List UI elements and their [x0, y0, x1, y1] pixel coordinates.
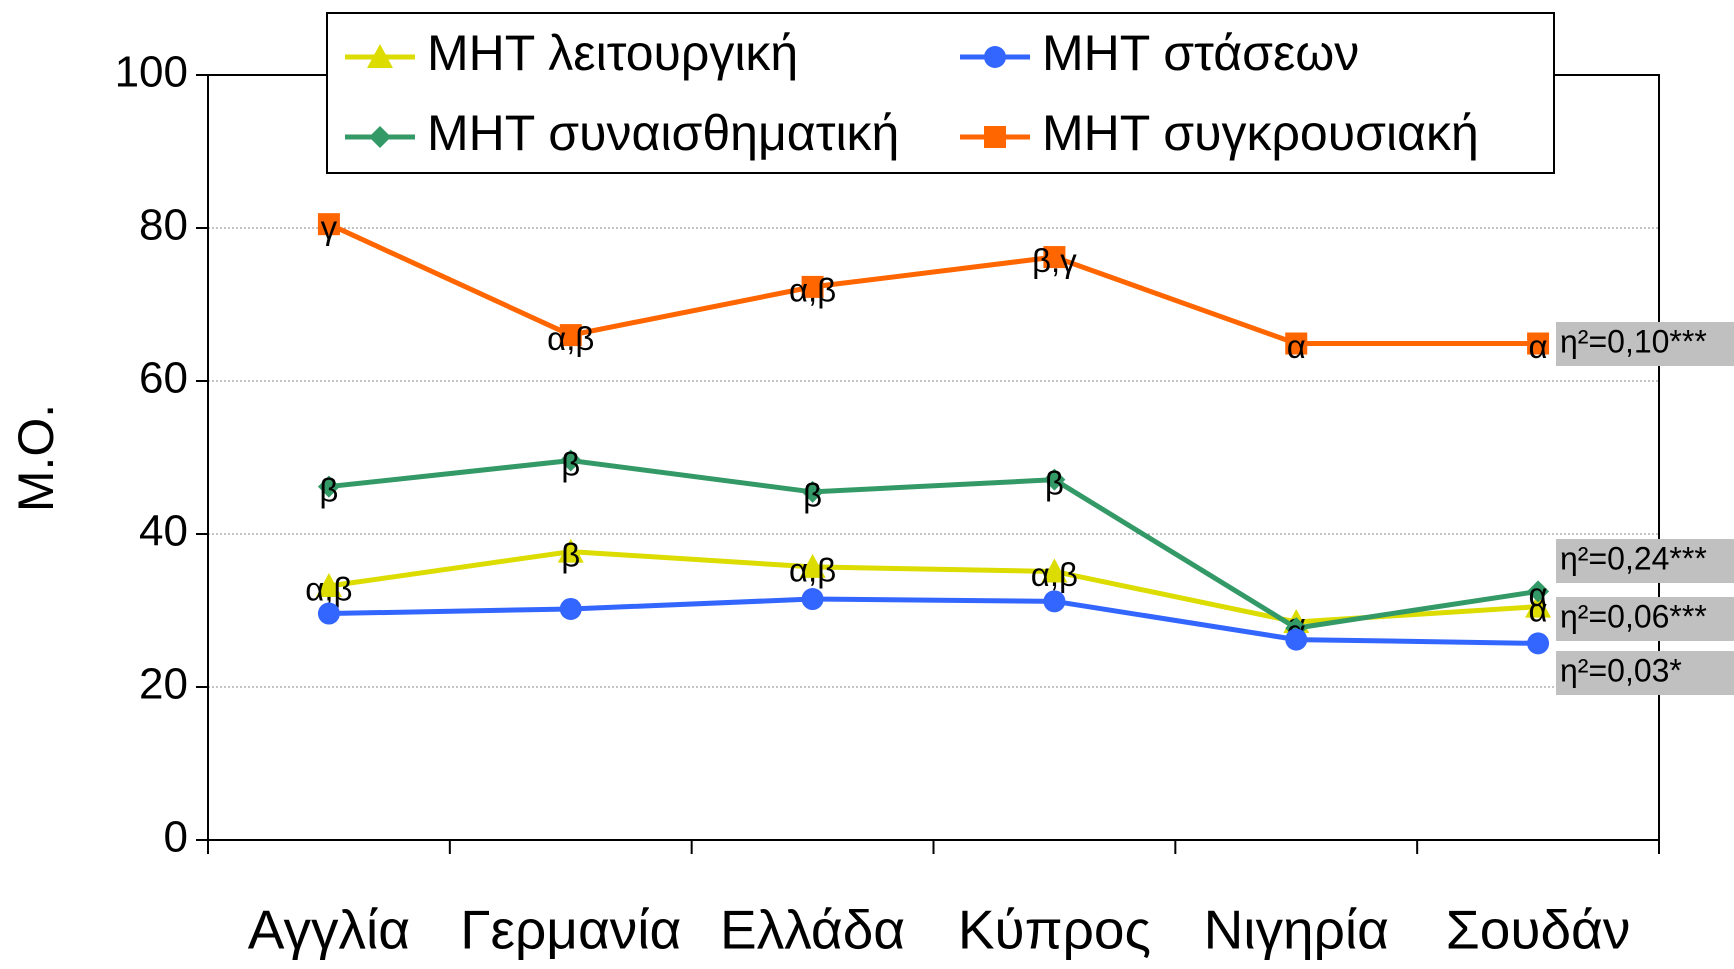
series-line	[327, 221, 1539, 347]
marker	[369, 126, 391, 148]
point-label: α,β	[1031, 556, 1078, 593]
x-tick-label: Νιγηρία	[1204, 899, 1389, 961]
point-label: β	[561, 445, 580, 482]
x-tick-label: Γερμανία	[460, 899, 681, 961]
marker	[1041, 558, 1068, 583]
y-tick-label: 80	[139, 201, 188, 250]
y-tick-label: 20	[139, 660, 188, 709]
plot-frame	[207, 74, 1660, 841]
legend-label: ΜΗΤ στάσεων	[1042, 25, 1359, 81]
legend-box	[326, 12, 1555, 174]
note-box	[1556, 322, 1734, 366]
marker	[1043, 246, 1066, 269]
note: η²=0,03*	[1560, 652, 1682, 688]
marker	[559, 449, 582, 472]
legend-label: ΜΗΤ συγκρουσιακή	[1042, 105, 1479, 161]
point-label: γ	[321, 209, 338, 246]
marker	[799, 553, 826, 578]
x-tick-label: Ελλάδα	[720, 899, 905, 961]
note-box	[1556, 651, 1734, 695]
x-tick-label: Σουδάν	[1446, 899, 1631, 961]
marker	[559, 597, 582, 620]
point-label: α	[1529, 576, 1548, 613]
series-line	[328, 549, 1539, 625]
note: η²=0,06***	[1560, 598, 1707, 634]
marker	[1525, 593, 1552, 618]
note-box	[1556, 539, 1734, 583]
note: η²=0,10***	[1560, 323, 1707, 359]
marker	[1043, 590, 1066, 613]
point-label: α	[1529, 591, 1548, 628]
series-line	[328, 596, 1539, 646]
marker	[1285, 628, 1308, 651]
y-tick-label: 0	[164, 813, 188, 862]
marker	[1527, 580, 1550, 603]
series-line	[328, 458, 1539, 631]
marker	[557, 538, 584, 563]
marker	[317, 602, 340, 625]
marker	[315, 573, 342, 598]
marker	[317, 213, 340, 236]
y-tick-label: 60	[139, 354, 188, 403]
point-label: α,β	[789, 272, 836, 309]
x-tick-label: Κύπρος	[958, 899, 1151, 961]
marker	[984, 46, 1006, 68]
y-tick-label: 100	[115, 48, 188, 97]
y-tick-label: 40	[139, 507, 188, 556]
marker	[801, 275, 824, 298]
point-label: β	[803, 477, 822, 514]
marker	[1527, 332, 1550, 355]
point-label: α	[1287, 328, 1306, 365]
point-label: α,β	[547, 320, 594, 357]
y-axis-label: Μ.Ο.	[8, 404, 64, 512]
marker	[801, 480, 824, 503]
marker	[801, 588, 824, 611]
x-tick-label: Αγγλία	[248, 899, 410, 961]
note: η²=0,24***	[1560, 540, 1707, 576]
point-label: α,β	[305, 571, 352, 608]
legend-label: ΜΗΤ λειτουργική	[427, 25, 798, 81]
marker	[367, 44, 393, 68]
marker	[984, 126, 1006, 148]
point-label: β	[561, 536, 580, 573]
point-label: α	[1529, 328, 1548, 365]
marker	[559, 324, 582, 347]
point-label: α,β	[789, 552, 836, 589]
note-box	[1556, 597, 1734, 641]
point-label: β	[319, 471, 338, 508]
point-label: β	[1045, 464, 1064, 501]
marker	[1043, 468, 1066, 491]
marker	[1527, 632, 1550, 655]
marker	[1285, 332, 1308, 355]
point-label: β,γ	[1032, 242, 1077, 279]
legend-label: ΜΗΤ συναισθηματική	[427, 105, 899, 161]
marker	[317, 475, 340, 498]
